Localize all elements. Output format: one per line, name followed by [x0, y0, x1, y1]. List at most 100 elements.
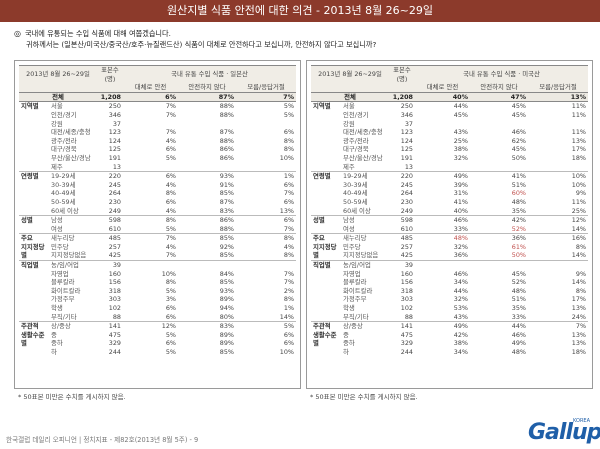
right-table-panel: 2013년 8월 26~29일 표본수 (명) 국내 유통 수입 식품 · 미국산 대… [306, 60, 593, 389]
table-row: 여성 610 5% 88% 7% [19, 225, 296, 234]
row-value-2: 52% [511, 278, 526, 287]
table-row: 자영업 160 10% 84% 7% [19, 270, 296, 279]
row-value-3: 24% [571, 312, 587, 321]
row-value-3: 11% [571, 128, 587, 137]
row-sample-size: 123 [108, 128, 121, 137]
row-sample-size: 123 [400, 128, 413, 137]
row-sample-size: 264 [108, 189, 121, 198]
row-sample-size: 249 [400, 206, 413, 215]
row-label: 블루칼라 [343, 278, 367, 287]
row-value-3: 13% [571, 339, 587, 348]
row-label: 광주/전라 [51, 136, 77, 145]
row-value-2: 88% [219, 224, 234, 233]
table-row: 주요 지지정당별 새누리당 485 7% 85% 8% [19, 233, 297, 261]
row-value-2: 62% [511, 136, 526, 145]
row-sample-size: 39 [389, 260, 415, 270]
row-value-1: 39% [453, 180, 468, 189]
row-value-1: 10% [161, 269, 176, 278]
row-sample-size: 250 [108, 102, 121, 111]
row-value-2 [178, 163, 236, 172]
table-row: 40-49세 264 31% 60% 9% [311, 189, 588, 198]
row-value-3 [528, 260, 589, 270]
row-label: 자영업 [343, 269, 361, 278]
row-label: 제주 [51, 162, 63, 171]
row-value-2: 35% [511, 304, 526, 313]
row-sample-size: 230 [108, 197, 121, 206]
row-label: 민주당 [343, 242, 361, 251]
table-row: 학생 102 53% 35% 13% [311, 304, 588, 313]
table-row: 화이트칼라 318 5% 93% 2% [19, 287, 296, 296]
row-value-3: 8% [283, 251, 295, 260]
row-sample-size: 124 [400, 136, 413, 145]
row-value-3: 17% [571, 145, 587, 154]
row-label: 30-39세 [51, 180, 76, 189]
row-value-1: 44% [453, 286, 468, 295]
row-value-3 [236, 260, 297, 270]
row-sample-size: 13 [112, 162, 121, 171]
row-value-1: 31% [453, 189, 468, 198]
row-label: 농/임/어업 [341, 260, 389, 270]
left-table-panel: 2013년 8월 26~29일 표본수 (명) 국내 유통 수입 식품 · 일본산 대… [14, 60, 301, 389]
row-value-3: 13% [571, 330, 587, 339]
group-label: 지역별 [313, 102, 331, 111]
row-value-3: 5% [236, 321, 297, 331]
row-sample-size: 156 [108, 278, 121, 287]
row-value-1: 33% [453, 224, 468, 233]
row-value-1: 48% [415, 233, 470, 243]
table-row: 50-59세 230 41% 48% 11% [311, 198, 588, 207]
table-row: 60세 이상 249 40% 35% 25% [311, 207, 588, 216]
row-value-1: 8% [123, 215, 178, 225]
row-label: 자영업 [51, 269, 69, 278]
table-row: 제주 13 [19, 163, 296, 172]
row-value-2 [178, 120, 236, 129]
row-label: 무직/기타 [343, 312, 369, 321]
row-value-3: 8% [575, 286, 587, 295]
question-line-2: 귀하께서는 (일본산/미국산/중국산/호주·뉴질랜드산) 식품이 대체로 안전하… [26, 40, 377, 49]
row-value-2: 88% [219, 110, 234, 119]
table-row: 광주/전라 124 25% 62% 13% [311, 137, 588, 146]
row-label: 가정주부 [343, 295, 367, 304]
row-label: 서울 [51, 102, 63, 111]
table-row: 무직/기타 88 43% 33% 24% [311, 313, 588, 322]
row-value-3: 14% [279, 312, 295, 321]
row-value-2: 61% [511, 242, 526, 251]
table-row: 학생 102 6% 94% 1% [19, 304, 296, 313]
footer-source: 한국갤럽 데일리 오피니언 | 정치지표 - 제82호(2013년 8월 5주)… [6, 436, 199, 444]
row-value-2: 45% [511, 145, 526, 154]
row-value-3: 10% [571, 180, 587, 189]
row-label: 남성 [49, 215, 97, 225]
row-value-2: 42% [470, 215, 528, 225]
row-value-3: 12% [528, 215, 589, 225]
date-header: 2013년 8월 26~29일 [19, 65, 97, 84]
row-value-2: 44% [470, 321, 528, 331]
row-label: 대전/세종/충청 [343, 128, 383, 137]
row-label: 강원 [51, 119, 63, 128]
row-value-2: 36% [470, 233, 528, 243]
column-header-1: 대체로 안전 [415, 83, 470, 93]
group-label: 연령별 [19, 171, 49, 216]
row-value-1: 12% [123, 321, 178, 331]
row-value-2: 50% [511, 153, 526, 162]
row-value-1: 53% [453, 304, 468, 313]
row-value-3 [236, 120, 296, 129]
row-value-2 [470, 163, 528, 172]
table-row: 중하 329 38% 49% 13% [311, 339, 588, 348]
row-value-3: 11% [571, 102, 587, 111]
row-value-3: 8% [283, 145, 295, 154]
row-sample-size: 485 [389, 233, 415, 243]
row-value-3: 7% [283, 189, 295, 198]
table-row: 광주/전라 124 4% 88% 8% [19, 137, 296, 146]
sample-size-header: 표본수 (명) [389, 65, 415, 84]
row-value-1: 5% [165, 224, 176, 233]
row-label: 부산/울산/경남 [343, 153, 383, 162]
row-label: 중 [343, 330, 349, 339]
row-value-1: 34% [453, 348, 468, 356]
row-label: 화이트칼라 [51, 286, 81, 295]
row-label: 19-29세 [341, 171, 389, 181]
row-value-2: 46% [511, 330, 526, 339]
table-row: 지역별 서울 250 44% 45% 11% [311, 102, 588, 111]
row-sample-size: 160 [400, 269, 413, 278]
row-value-3: 6% [283, 330, 295, 339]
row-sample-size: 191 [400, 153, 413, 162]
row-label: 하 [343, 348, 349, 356]
